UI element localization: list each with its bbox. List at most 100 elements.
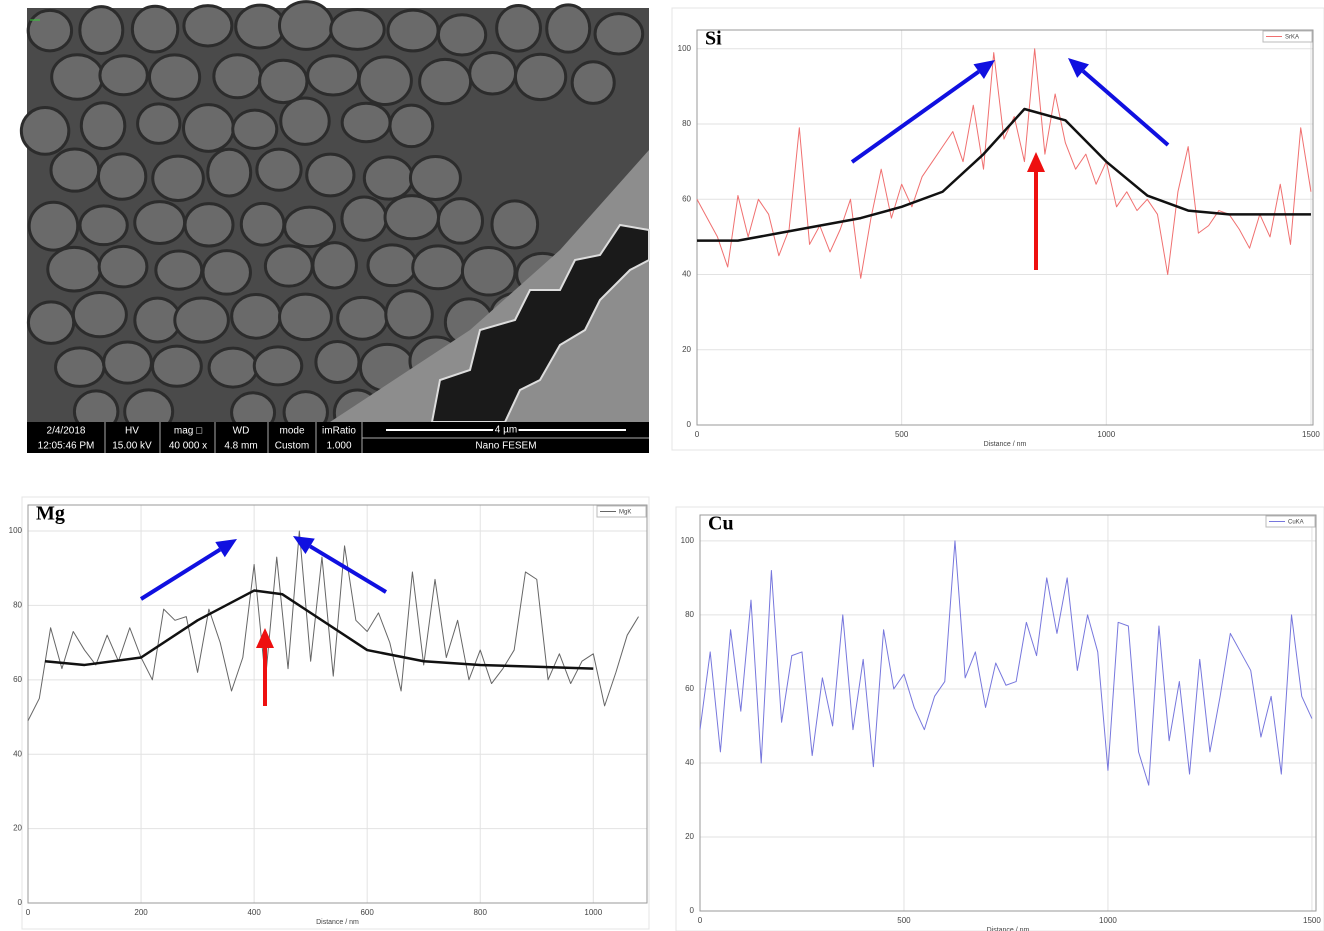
grain <box>130 4 180 54</box>
grain <box>283 205 337 249</box>
x-tick-label: 200 <box>134 908 148 917</box>
panel-label: Cu <box>708 513 734 535</box>
grain <box>102 340 153 385</box>
grain <box>201 249 252 296</box>
grain <box>386 8 440 53</box>
grain <box>206 147 253 198</box>
grain <box>362 155 415 201</box>
grain <box>436 13 488 57</box>
grain <box>513 52 568 102</box>
arrow-head <box>1027 152 1045 172</box>
panel-frame <box>671 7 1324 451</box>
info-label: HV <box>125 426 139 437</box>
grain <box>49 147 101 193</box>
grain <box>408 154 462 201</box>
grain <box>384 289 434 340</box>
plot-frame <box>27 504 648 904</box>
grain <box>234 3 286 50</box>
grain <box>545 3 592 54</box>
x-tick-label: 400 <box>247 908 261 917</box>
y-tick-label: 0 <box>687 420 692 429</box>
y-tick-label: 60 <box>13 675 22 684</box>
grain <box>314 339 361 385</box>
grain <box>182 103 235 153</box>
grain <box>54 346 106 388</box>
grain <box>279 96 331 146</box>
y-tick-label: 40 <box>685 758 694 767</box>
legend-box <box>1262 30 1313 43</box>
y-tick-label: 60 <box>685 684 694 693</box>
grain <box>26 300 76 345</box>
info-value: Custom <box>275 441 309 452</box>
instrument: Nano FESEM <box>475 441 536 452</box>
grain <box>27 200 80 252</box>
legend-box <box>1265 515 1316 528</box>
x-tick-label: 1500 <box>1303 916 1321 925</box>
info-value: 15.00 kV <box>112 441 152 452</box>
y-tick-label: 80 <box>682 119 691 128</box>
grain <box>357 55 413 107</box>
arrow-head <box>293 536 315 555</box>
info-value: 1.000 <box>326 441 351 452</box>
y-tick-label: 20 <box>13 824 22 833</box>
panel-label: Si <box>705 28 722 50</box>
grain <box>154 249 204 291</box>
arrow-head <box>215 539 237 558</box>
panel-label: Mg <box>36 503 65 525</box>
scale-label: 4 µm <box>495 425 517 436</box>
data-line <box>27 530 639 721</box>
arrow-head <box>973 60 995 79</box>
y-tick-label: 40 <box>682 270 691 279</box>
info-label: mag □ <box>174 426 202 437</box>
info-label: mode <box>279 426 304 437</box>
grain <box>173 296 230 344</box>
grain <box>150 344 203 388</box>
grain <box>133 200 187 246</box>
grain <box>336 295 389 341</box>
grain <box>19 106 71 156</box>
grain <box>490 199 540 250</box>
legend-label: SrKA <box>1285 35 1299 41</box>
grain <box>50 53 105 101</box>
plot-frame <box>696 29 1314 426</box>
info-value: 4.8 mm <box>224 441 257 452</box>
grain <box>182 4 234 48</box>
grain <box>183 202 235 248</box>
y-tick-label: 80 <box>685 610 694 619</box>
arrow-shaft <box>1081 69 1170 147</box>
fit-line <box>44 589 594 670</box>
grain <box>366 243 418 288</box>
panel-frame <box>675 506 1324 931</box>
grain <box>436 197 485 245</box>
sem-image <box>19 0 650 439</box>
grain <box>231 108 279 150</box>
x-tick-label: 1000 <box>584 908 602 917</box>
y-tick-label: 100 <box>678 44 692 53</box>
sem-info-bar: 2/4/2018 12:05:46 PM HV 15.00 kV mag □ 4… <box>27 422 649 453</box>
y-tick-label: 60 <box>682 194 691 203</box>
grain <box>252 345 304 387</box>
x-tick-label: 1000 <box>1097 430 1115 439</box>
grain <box>570 60 616 105</box>
info-value: 40 000 x <box>169 441 207 452</box>
arrow-shaft <box>139 547 222 601</box>
panel-frame <box>21 496 650 930</box>
x-axis-label: Distance / nm <box>987 927 1030 931</box>
grain <box>258 58 309 105</box>
grain <box>277 0 335 51</box>
grain <box>311 241 358 290</box>
x-tick-label: 500 <box>897 916 911 925</box>
arrow-shaft <box>309 544 388 594</box>
data-line <box>699 540 1313 786</box>
data-line <box>696 48 1312 279</box>
x-axis-label: Distance / nm <box>316 919 359 926</box>
legend-label: CuKA <box>1288 520 1304 526</box>
info-date: 2/4/2018 <box>47 426 86 437</box>
grain <box>96 152 148 201</box>
x-tick-label: 500 <box>895 430 909 439</box>
x-tick-label: 0 <box>695 430 700 439</box>
info-label: imRatio <box>322 426 356 437</box>
